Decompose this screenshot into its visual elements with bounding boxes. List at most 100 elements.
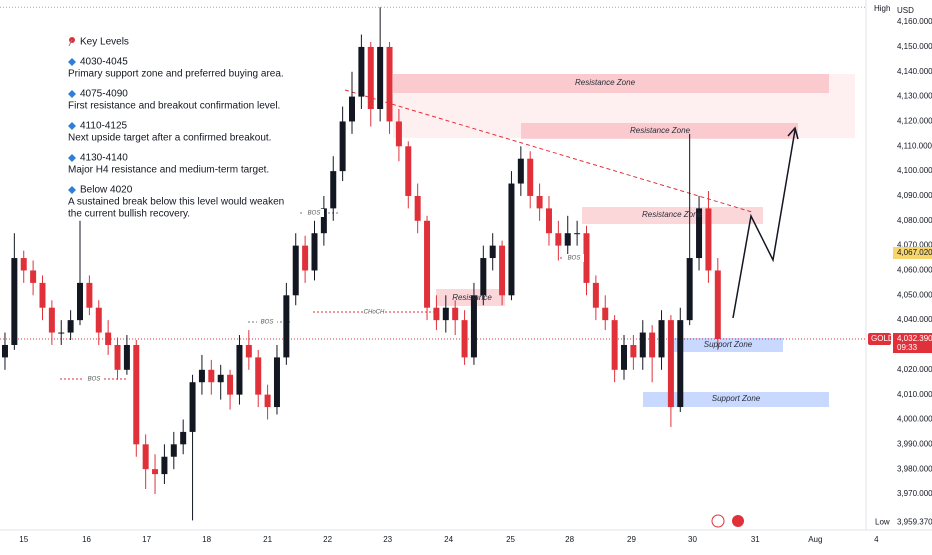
candle-body [227,374,234,395]
y-tick-label: 4,100.000 [897,166,932,175]
candle-body [630,344,637,358]
candle-body [480,258,487,296]
x-tick-label: 16 [82,535,91,544]
diamond-icon [68,186,76,194]
candle-body [508,183,515,296]
level-description: First resistance and breakout confirmati… [68,101,280,112]
x-tick-label: 31 [751,535,760,544]
y-tick-label: 3,980.000 [897,464,932,473]
candle-body [245,344,252,358]
candle-body [517,158,524,184]
diamond-icon [68,58,76,66]
level-description: the current bullish recovery. [68,209,190,220]
y-tick-label: 4,120.000 [897,117,932,126]
candle-body [527,158,534,196]
low-label: 3,959.370 [897,517,932,526]
symbol-label: GOLD [871,334,894,343]
candle-body [667,320,674,408]
candle-body [592,282,599,308]
y-tick-label: 4,010.000 [897,390,932,399]
candle-body [499,245,506,296]
arrow-head [787,126,799,140]
diamond-icon [68,122,76,130]
candle-body [386,46,393,122]
event-icon [711,514,725,528]
last-price-bg [893,333,932,354]
candle-body [442,307,449,321]
diamond-icon [68,154,76,162]
y-tick-label: 4,080.000 [897,216,932,225]
candle-body [452,307,459,321]
diamond-icon [68,90,76,98]
x-tick-label: 30 [688,535,697,544]
zone-label: Resistance [452,293,492,302]
label-bg [364,308,384,316]
candle-body [489,245,496,259]
level-description: Primary support zone and preferred buyin… [68,69,284,80]
candle-body [414,195,421,221]
candle-body [545,208,552,234]
y-tick-label: 4,150.000 [897,42,932,51]
x-tick-label: 17 [142,535,151,544]
candle-body [658,320,665,358]
resistance-zone [436,289,505,306]
x-tick-label: Aug [808,535,822,544]
candle-body [583,233,590,283]
candle-body [189,382,196,432]
key-levels-title: Key Levels [80,37,129,48]
level-value: Below 4020 [80,185,133,196]
candle-body [461,320,468,358]
zone-label: Support Zone [712,394,761,403]
low-text: Low [875,517,890,526]
currency-label: USD [897,6,914,15]
candle-body [367,46,374,110]
candle-body [292,245,299,296]
pin-icon [68,39,73,47]
candle-body [133,344,140,445]
y-tick-label: 4,140.000 [897,67,932,76]
candle-body [86,282,93,308]
symbol-bg [868,333,891,346]
candle-body [58,332,65,334]
candle-body [330,171,337,209]
resistance-zone [393,74,829,93]
event-icon [732,515,744,527]
x-tick-label: 25 [506,535,515,544]
x-tick-label: 22 [323,535,332,544]
y-tick-label: 4,130.000 [897,92,932,101]
y-tick-label: 4,110.000 [897,141,932,150]
y-tick-label: 4,050.000 [897,290,932,299]
candle-body [433,307,440,321]
marker-label: 4,067.020 [897,248,932,257]
candle-body [283,295,290,358]
candle-body [123,344,130,370]
candle-body [311,233,318,271]
structure-label: BOS [261,320,274,326]
candle-body [639,332,646,358]
candle-body [161,456,168,475]
candle-body [180,431,187,445]
candle-body [564,233,571,246]
structure-label: BOS [308,211,321,217]
candle-body [602,307,609,321]
candle-body [649,332,656,358]
zones [60,74,855,407]
candle-body [714,270,721,340]
candle-body [424,220,431,308]
label-bg [257,318,277,326]
countdown-label: 09:33 [897,343,918,352]
trend-line [344,89,753,213]
level-value: 4130-4140 [80,153,128,164]
candle-body [48,307,55,333]
event-icons [711,514,744,528]
candle-body [696,208,703,259]
resistance-area [393,74,855,138]
candle-body [395,121,402,147]
x-tick-label: 29 [627,535,636,544]
candle-body [236,344,243,395]
price-axis-panel [866,0,932,550]
x-tick-label: 28 [565,535,574,544]
y-tick-label: 4,000.000 [897,415,932,424]
candle-body [677,320,684,408]
